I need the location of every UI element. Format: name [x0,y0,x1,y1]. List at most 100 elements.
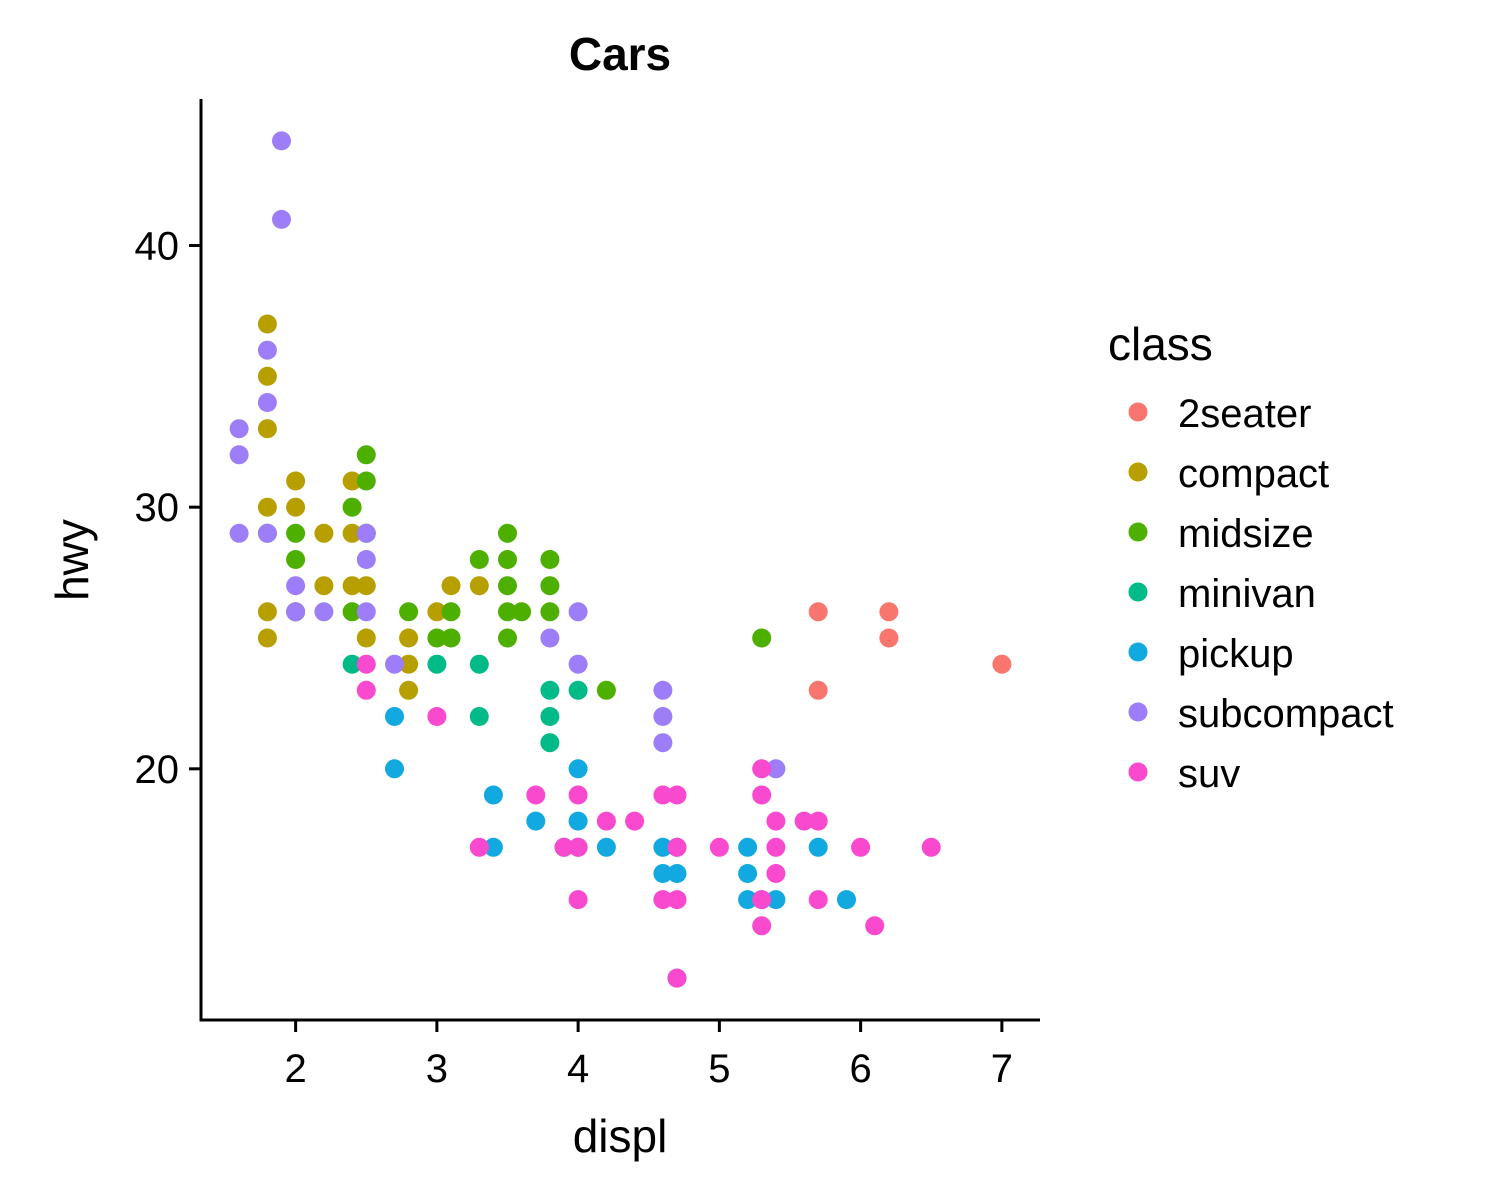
data-point-subcompact [356,602,376,622]
x-tick-label: 4 [567,1047,589,1091]
legend-key-compact [1128,462,1148,482]
legend-label-suv: suv [1178,752,1240,796]
legend-label-subcompact: subcompact [1178,692,1394,736]
data-point-compact [314,576,334,596]
data-point-suv [427,707,447,726]
data-point-suv [568,890,588,910]
data-point-minivan [540,707,560,726]
data-point-suv [808,811,828,831]
data-point-compact [257,628,277,648]
legend-key-midsize [1128,522,1148,542]
data-point-subcompact [653,680,673,700]
data-point-subcompact [568,602,588,622]
data-point-suv [356,654,376,674]
data-point-midsize [427,628,447,648]
data-point-minivan [540,680,560,700]
legend: class 2seater compact midsize minivan pickup… [1108,318,1394,796]
data-point-midsize [356,445,376,465]
data-point-suv [921,837,941,857]
data-point-compact [257,497,277,517]
data-point-midsize [540,550,560,569]
data-point-compact [257,602,277,622]
data-point-compact [356,628,376,648]
data-point-midsize [752,628,772,648]
data-point-compact [427,602,447,622]
data-point-compact [469,576,489,596]
data-point-subcompact [257,340,277,360]
data-point-pickup [738,890,758,910]
data-point-pickup [385,707,404,726]
data-point-suv [653,890,673,910]
data-point-minivan [469,654,489,674]
data-point-subcompact [286,602,306,622]
data-point-midsize [441,628,461,648]
data-point-midsize [441,602,461,622]
data-point-compact [342,576,362,596]
data-point-compact [441,576,461,596]
data-point-suv [526,785,546,805]
data-point-midsize [596,680,616,700]
data-point-pickup [385,759,404,779]
legend-label-midsize: midsize [1178,512,1314,556]
data-point-subcompact [653,733,673,753]
data-point-midsize [498,602,517,622]
data-point-pickup [653,864,673,883]
data-point-minivan [540,733,560,753]
data-point-suv [554,837,574,857]
data-point-pickup [568,759,588,779]
data-point-pickup [808,837,828,857]
data-point-suv [568,837,588,857]
data-point-suv [865,916,885,936]
data-point-midsize [498,628,517,648]
data-point-minivan [427,654,447,674]
data-point-2seater [808,680,828,700]
data-point-subcompact [229,445,249,465]
legend-label-pickup: pickup [1178,632,1294,676]
data-point-suv [469,837,489,857]
data-point-subcompact [272,131,291,151]
data-point-minivan [469,707,489,726]
legend-items: 2seater compact midsize minivan pickup subcom… [1128,392,1394,796]
data-point-subcompact [540,628,560,648]
data-point-pickup [667,864,687,883]
data-point-pickup [766,890,786,910]
data-point-subcompact [272,209,291,229]
data-point-midsize [540,576,560,596]
data-point-compact [399,628,419,648]
data-point-compact [356,576,376,596]
data-point-midsize [469,550,489,569]
data-point-pickup [738,864,758,883]
data-point-subcompact [356,550,376,569]
data-point-suv [851,837,871,857]
data-point-suv [667,968,687,988]
data-point-compact [342,471,362,491]
data-point-subcompact [229,523,249,543]
data-point-suv [752,890,772,910]
data-point-suv [667,837,687,857]
legend-label-minivan: minivan [1178,572,1316,616]
data-point-pickup [526,811,546,831]
x-tick-label: 6 [849,1047,871,1091]
data-point-subcompact [385,654,404,674]
data-point-compact [257,366,277,386]
y-axis-ticks: 20 30 40 [135,225,201,792]
data-point-pickup [596,837,616,857]
data-point-suv [667,890,687,910]
data-point-suv [752,916,772,936]
data-point-pickup [738,837,758,857]
data-point-subcompact [766,759,786,779]
data-point-compact [257,419,277,439]
data-point-suv [667,785,687,805]
x-tick-label: 5 [708,1047,730,1091]
data-point-suv [596,811,616,831]
data-point-subcompact [314,602,334,622]
data-point-2seater [879,628,899,648]
data-point-compact [399,680,419,700]
data-point-compact [257,314,277,334]
points-layer [229,131,1012,988]
data-point-subcompact [568,654,588,674]
data-point-midsize [498,523,517,543]
data-point-midsize [286,550,306,569]
y-axis-title: hwy [46,519,98,601]
data-point-pickup [568,811,588,831]
